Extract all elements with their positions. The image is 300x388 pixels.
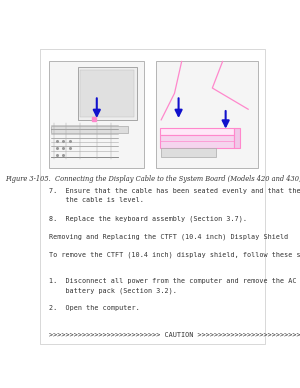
Text: the cable is level.: the cable is level. [49,197,144,203]
Bar [160,135,234,149]
Bar [161,149,216,157]
Bar [80,70,134,117]
Bar [234,128,240,149]
Text: >>>>>>>>>>>>>>>>>>>>>>>>>>> CAUTION >>>>>>>>>>>>>>>>>>>>>>>>>>>>>>>>>: >>>>>>>>>>>>>>>>>>>>>>>>>>> CAUTION >>>>… [49,332,300,338]
Text: 2.  Open the computer.: 2. Open the computer. [49,305,140,311]
Text: Removing and Replacing the CTFT (10.4 inch) Display Shield: Removing and Replacing the CTFT (10.4 in… [49,233,288,240]
Bar [160,128,234,135]
Text: Figure 3-105.  Connecting the Display Cable to the System Board (Models 420 and : Figure 3-105. Connecting the Display Cab… [5,175,300,183]
Text: battery pack (Section 3.2).: battery pack (Section 3.2). [49,287,177,294]
Text: 1.  Disconnect all power from the computer and remove the AC Adapter and: 1. Disconnect all power from the compute… [49,278,300,284]
Bar [52,126,128,133]
Text: 8.  Replace the keyboard assembly (Section 3.7).: 8. Replace the keyboard assembly (Sectio… [49,215,247,222]
Bar [156,62,258,168]
Text: To remove the CTFT (10.4 inch) display shield, follow these steps:: To remove the CTFT (10.4 inch) display s… [49,251,300,258]
Text: 7.  Ensure that the cable has been seated evenly and that the white line on: 7. Ensure that the cable has been seated… [49,189,300,194]
Bar [78,67,137,120]
Bar [49,62,145,168]
